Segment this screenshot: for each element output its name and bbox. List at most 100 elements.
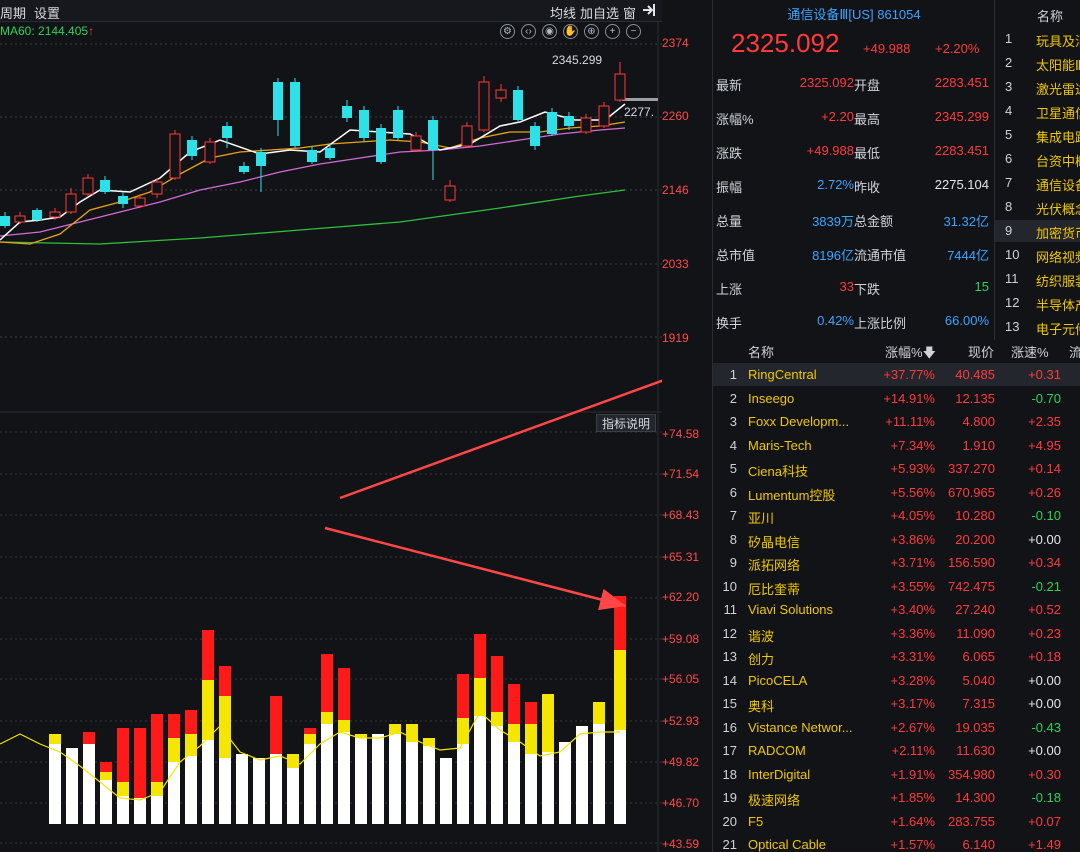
sector-row[interactable]: 2 太阳能Ⅲ <box>995 52 1080 74</box>
price-axis-label: 2260 <box>662 109 689 123</box>
quote-key: 总市值 <box>716 248 756 263</box>
stock-price: 6.065 <box>962 649 995 664</box>
indicator-bar-red <box>117 728 129 782</box>
period-button[interactable]: 周期 <box>0 6 27 21</box>
indicator-bar-white <box>355 738 367 824</box>
indicator-line <box>0 711 620 801</box>
window-button[interactable]: 窗 <box>623 6 637 21</box>
stock-price: 27.240 <box>955 602 995 617</box>
sector-row[interactable]: 8 光伏概念 <box>995 196 1080 218</box>
indicator-bar-yellow <box>49 734 61 744</box>
sector-row[interactable]: 11 纺织服装 <box>995 268 1080 290</box>
stock-rank: 7 <box>729 508 737 523</box>
candle-body <box>342 106 352 118</box>
sector-row[interactable]: 1 玩具及消 <box>995 28 1080 50</box>
indicator-help-button[interactable]: 指标说明 <box>596 414 656 432</box>
stock-row[interactable]: 8 矽晶电信 +3.86% 20.200 +0.00 <box>713 528 1080 551</box>
stock-row[interactable]: 21 Optical Cable +1.57% 6.140 +1.49 <box>713 833 1080 852</box>
sector-row[interactable]: 6 台资中概 <box>995 148 1080 170</box>
stock-row[interactable]: 13 创力 +3.31% 6.065 +0.18 <box>713 645 1080 668</box>
stock-pct: +3.36% <box>890 625 935 641</box>
stock-row[interactable]: 2 Inseego +14.91% 12.135 -0.70 <box>713 387 1080 410</box>
zoom-in-icon[interactable]: + <box>605 24 620 39</box>
candlesticks <box>0 62 626 228</box>
sector-name: 光伏概念 <box>1036 202 1080 217</box>
quote-value: +49.988 <box>806 143 854 158</box>
indicator-bar-white <box>168 762 180 824</box>
stock-pct: +3.71% <box>890 555 935 570</box>
stock-name: RADCOM <box>748 743 806 758</box>
kline-chart[interactable] <box>0 22 662 852</box>
stock-name: Inseego <box>748 390 795 406</box>
stock-rank: 1 <box>729 367 737 382</box>
stock-row[interactable]: 17 RADCOM +2.11% 11.630 +0.00 <box>713 739 1080 762</box>
ma-button[interactable]: 均线 <box>550 6 577 21</box>
sector-row[interactable]: 9 加密货币 <box>995 220 1080 242</box>
sector-row[interactable]: 13 电子元件 <box>995 316 1080 338</box>
quote-key: 涨幅% <box>716 112 754 127</box>
stock-pct: +3.40% <box>890 602 935 617</box>
indicator-bar-white <box>100 780 112 824</box>
zoom-out-icon[interactable]: − <box>626 24 641 39</box>
quote-key: 最新 <box>716 78 743 93</box>
hand-icon[interactable]: ✋ <box>563 24 578 39</box>
candle-body <box>376 128 386 162</box>
stock-price: 5.040 <box>962 672 995 688</box>
stock-row[interactable]: 9 派拓网络 +3.71% 156.590 +0.34 <box>713 551 1080 574</box>
stock-row[interactable]: 15 奥科 +3.17% 7.315 +0.00 <box>713 692 1080 715</box>
stock-price: 14.300 <box>955 790 995 805</box>
settings-button[interactable]: 设置 <box>34 6 61 21</box>
candle-body <box>239 166 249 172</box>
index-title[interactable]: 通信设备Ⅲ[US] 861054 <box>787 7 921 22</box>
stock-rank: 13 <box>722 649 737 664</box>
sector-row[interactable]: 7 通信设备 <box>995 172 1080 194</box>
sector-row[interactable]: 12 半导体产 <box>995 292 1080 314</box>
sector-row[interactable]: 5 集成电路 <box>995 124 1080 146</box>
stock-price: 19.035 <box>955 719 995 735</box>
ma60-readout: MA60: 2144.405↑ <box>0 24 95 38</box>
stock-row[interactable]: 14 PicoCELA +3.28% 5.040 +0.00 <box>713 669 1080 692</box>
quote-key: 开盘 <box>854 78 881 93</box>
stock-row[interactable]: 7 亚川 +4.05% 10.280 -0.10 <box>713 504 1080 527</box>
col-price-header[interactable]: 现价 <box>968 345 995 360</box>
stock-name: 创力 <box>748 652 775 667</box>
ind-axis-label: +43.59 <box>662 837 700 851</box>
crosshair-icon[interactable]: ⊕ <box>584 24 599 39</box>
stock-pct: +3.86% <box>890 531 935 547</box>
sector-row[interactable]: 4 卫星通信 <box>995 100 1080 122</box>
stock-price: 354.980 <box>948 766 995 782</box>
expand-icon[interactable]: ‹› <box>521 24 536 39</box>
stock-name: 矽晶电信 <box>748 534 801 550</box>
settings-gear-icon[interactable]: ⚙ <box>500 24 515 39</box>
indicator-bar-white <box>542 752 554 824</box>
sector-row[interactable]: 3 激光雷达 <box>995 76 1080 98</box>
col-name-header[interactable]: 名称 <box>748 345 775 360</box>
candle-body <box>118 196 128 204</box>
add-watchlist-button[interactable]: 加自选 <box>580 6 620 21</box>
stock-speed: -0.70 <box>1031 390 1061 406</box>
ind-axis-label: +46.70 <box>662 796 700 810</box>
sector-name: 太阳能Ⅲ <box>1036 58 1080 73</box>
candle-body <box>598 105 610 127</box>
up-arrow-icon: ↑ <box>88 24 95 38</box>
col-speed-header[interactable]: 涨速% <box>1011 345 1049 360</box>
col-pct-header[interactable]: 涨幅%🡇 <box>885 345 936 360</box>
sector-row[interactable]: 10 网络视频 <box>995 244 1080 266</box>
quote-value: 3839万 <box>812 214 854 229</box>
eye-icon[interactable]: ◉ <box>542 24 557 39</box>
col-flow-header[interactable]: 流 <box>1069 342 1080 361</box>
candle-body <box>444 185 456 201</box>
expand-icon[interactable] <box>641 2 657 21</box>
